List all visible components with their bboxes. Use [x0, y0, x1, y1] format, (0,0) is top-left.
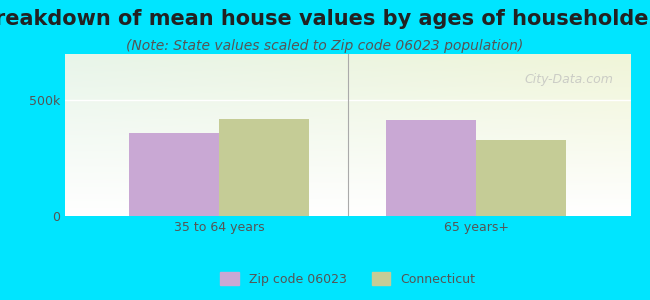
- Legend: Zip code 06023, Connecticut: Zip code 06023, Connecticut: [215, 267, 480, 291]
- Text: Breakdown of mean house values by ages of householders: Breakdown of mean house values by ages o…: [0, 9, 650, 29]
- Text: (Note: State values scaled to Zip code 06023 population): (Note: State values scaled to Zip code 0…: [126, 39, 524, 53]
- Bar: [476, 140, 566, 216]
- Text: City-Data.com: City-Data.com: [525, 74, 614, 86]
- Bar: [219, 119, 309, 216]
- Bar: [386, 120, 476, 216]
- Bar: [129, 133, 219, 216]
